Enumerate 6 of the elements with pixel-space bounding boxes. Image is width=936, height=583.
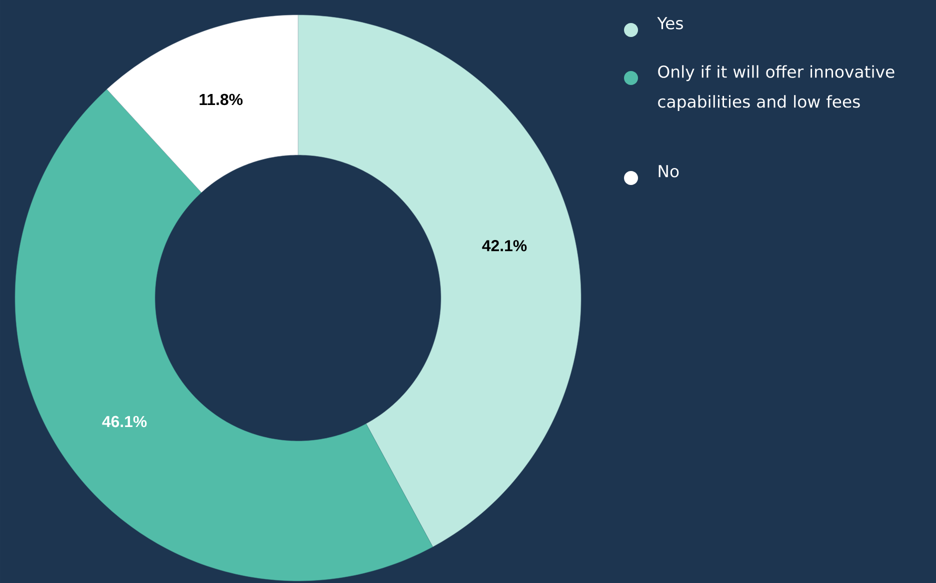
legend-label: Only if it will offer innovative capabilities and low fees xyxy=(658,65,894,111)
legend-label: Yes xyxy=(657,17,683,30)
data-label: 46.1% xyxy=(102,416,147,428)
legend-label: No xyxy=(658,165,679,178)
data-label: 11.8% xyxy=(200,94,243,106)
data-label: 42.1% xyxy=(482,240,527,252)
